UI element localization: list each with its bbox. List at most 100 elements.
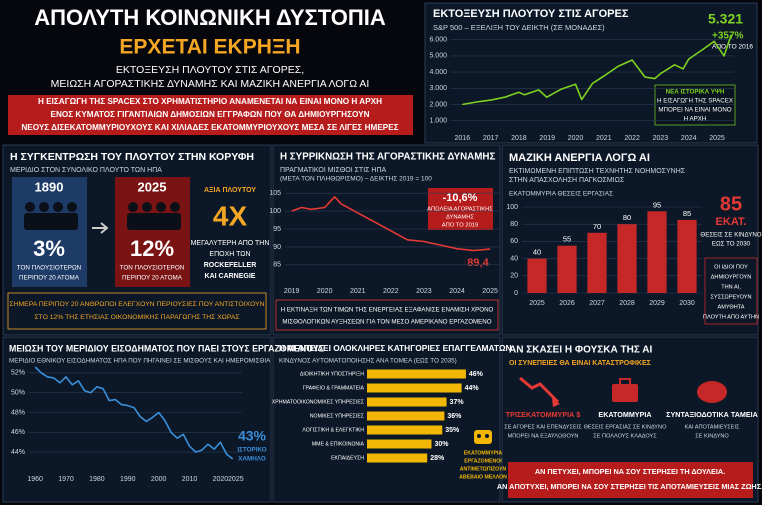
y-tick-label: 85 — [273, 262, 281, 269]
label: ΑΠΩΛΕΙΑ ΑΓΟΡΑΣΤΙΚΗΣ — [427, 207, 493, 213]
label: ΣΗΜΕΡΑ ΠΕΡΙΠΟΥ 20 ΑΝΘΡΩΠΟΙ ΕΛΕΓΧΟΥΝ ΠΕΡΙ… — [9, 301, 264, 308]
label: ΑΝ ΑΠΟΤΥΧΕΙ, ΜΠΟΡΕΙ ΝΑ ΣΟΥ ΣΤΕΡΗΣΕΙ ΤΙΣ … — [497, 482, 762, 491]
label: ΣΕ ΑΓΟΡΕΣ ΚΑΙ ΕΠΕΝΔΥΣΕΙΣ — [504, 424, 582, 430]
x-tick-label: 2020 — [317, 288, 333, 295]
value-label: 55 — [563, 235, 571, 244]
label: ΜΕΡΙΔΙΟ ΕΘΝΙΚΟΥ ΕΙΣΟΔΗΜΑΤΟΣ ΗΠΑ ΠΟΥ ΠΗΓΑ… — [9, 358, 271, 365]
label: ΣΕ ΚΙΝΔΥΝΟ — [695, 433, 729, 439]
label: ΑΝ ΠΕΤΥΧΕΙ, ΜΠΟΡΕΙ ΝΑ ΣΟΥ ΣΤΕΡΗΣΕΙ ΤΗ ΔΟ… — [535, 467, 725, 476]
label: ΚΑΙ ΑΠΟΤΑΜΙΕΥΣΕΙΣ — [685, 424, 741, 430]
label: ΕΚΤΙΜΩΜΕΝΗ ΕΠΙΠΤΩΣΗ ΤΕΧΝΗΤΗΣ ΝΟΗΜΟΣΥΝΗΣ — [509, 168, 686, 175]
label: ΑΒΕΒΑΙΟ ΜΕΛΛΟΝ — [459, 474, 507, 480]
label: ΣΥΝΤΑΞΙΟΔΟΤΙΚΑ ΤΑΜΕΙΑ — [666, 410, 758, 419]
label: ΜΕΓΑΛΥΤΕΡΗ ΑΠΟ ΤΗΝ — [191, 240, 270, 247]
y-tick-label: 50% — [11, 390, 25, 397]
bar — [587, 232, 607, 293]
label: ΤΟΝ ΠΛΟΥΣΙΟΤΕΡΩΝ — [17, 265, 82, 272]
x-tick-label: 2026 — [559, 300, 575, 307]
label: ΣΤΟ 12% ΤΗΣ ΕΤΗΣΙΑΣ ΟΙΚΟΝΟΜΙΚΗΣ ΠΑΡΑΓΩΓΗ… — [34, 314, 239, 321]
label: ΣΕ ΠΟΛΛΟΥΣ ΚΛΑΔΟΥΣ — [593, 433, 657, 439]
label: ΣΤΗΝ ΑΠΑΣΧΟΛΗΣΗ ΠΑΓΚΟΣΜΙΩΣ — [509, 177, 625, 184]
label: Η ΣΥΓΚΕΝΤΡΩΣΗ ΤΟΥ ΠΛΟΥΤΟΥ ΣΤΗΝ ΚΟΡΥΦΗ — [10, 151, 254, 163]
value-label: 30% — [435, 441, 450, 448]
bar — [367, 369, 466, 379]
x-tick-label: 2010 — [182, 476, 198, 483]
label: 4X — [213, 200, 248, 231]
label: ΤΗΝ ΑΙ, — [721, 284, 741, 290]
y-tick-label: 4.000 — [429, 69, 447, 76]
x-tick-label: 2019 — [539, 135, 555, 142]
x-tick-label: 2018 — [511, 135, 527, 142]
briefcase-icon — [619, 378, 631, 386]
label: ΕΩΣ ΤΟ 2030 — [712, 241, 751, 248]
x-tick-label: 2020 — [213, 476, 229, 483]
label: +357% — [712, 31, 744, 42]
label: Η ΑΙ ΑΠΕΙΛΕΙ ΟΛΟΚΛΗΡΕΣ ΚΑΤΗΓΟΡΙΕΣ ΕΠΑΓΓΕ… — [279, 343, 512, 353]
label: ΑΠΟ ΤΟ 2019 — [442, 223, 479, 229]
x-tick-label: 2022 — [624, 135, 640, 142]
piggy-icon — [697, 381, 727, 403]
category-label: ΛΟΓΙΣΤΙΚΗ & ΕΛΕΓΚΤΙΚΗ — [302, 427, 364, 433]
label: ΝΕΑ ΙΣΤΟΡΙΚΑ ΥΨΗ — [666, 89, 725, 96]
bar — [617, 224, 637, 293]
label: Η ΕΚΤΙΝΑΞΗ ΤΩΝ ΤΙΜΩΝ ΤΗΣ ΕΝΕΡΓΕΙΑΣ ΕΞΑΦΑ… — [281, 307, 494, 314]
x-tick-label: 2022 — [383, 288, 399, 295]
value-label: 37% — [450, 399, 465, 406]
panel — [2, 336, 272, 503]
line — [291, 196, 491, 252]
value-label: 80 — [623, 213, 631, 222]
label: ΘΕΣΕΙΣ ΕΡΓΑΣΙΑΣ ΣΕ ΚΙΝΔΥΝΟ — [584, 424, 668, 430]
label: ΕΚΑΤΟΜΜΥΡΙΑ — [464, 450, 503, 456]
y-tick-label: 40 — [510, 255, 518, 262]
x-tick-label: 2029 — [649, 300, 665, 307]
x-tick-label: 2021 — [596, 135, 612, 142]
value-label: 36% — [447, 413, 462, 420]
loss-box — [428, 188, 493, 230]
value-label: 46% — [469, 371, 484, 378]
label: ΕΡΓΑΖΟΜΕΝΟΙ — [464, 458, 502, 464]
label: ΧΑΜΗΛΟ — [238, 456, 266, 463]
label: ΠΛΟΥΤΗ ΑΠΟ ΑΥΤΗΝ — [703, 314, 759, 320]
label: ROCKEFELLER — [204, 262, 257, 269]
y-tick-label: 105 — [269, 190, 281, 197]
label: 43% — [238, 428, 267, 444]
people-icons — [24, 202, 181, 230]
x-tick-label: 2019 — [284, 288, 300, 295]
label: ΜΙΣΘΟΛΟΓΙΚΩΝ ΑΥΞΗΣΕΩΝ ΓΙΑ ΤΟΝ ΜΕΣΟ ΑΜΕΡΙ… — [282, 319, 491, 326]
footer-box — [275, 299, 499, 331]
x-tick-label: 2025 — [709, 135, 725, 142]
label: ΜΑΖΙΚΗ ΑΝΕΡΓΙΑ ΛΟΓΩ ΑΙ — [509, 152, 650, 164]
x-tick-label: 2028 — [619, 300, 635, 307]
y-tick-label: 48% — [11, 409, 25, 416]
y-tick-label: 60 — [510, 238, 518, 245]
y-tick-label: 1.000 — [429, 118, 447, 125]
x-tick-label: 2027 — [589, 300, 605, 307]
y-tick-label: 52% — [11, 370, 25, 377]
label: ΚΙΝΔΥΝΟΣ ΑΥΤΟΜΑΤΟΠΟΙΗΣΗΣ ΑΝΑ ΤΟΜΕΑ (ΕΩΣ … — [279, 358, 457, 365]
label: ΑΝΤΙΜΕΤΩΠΙΖΟΥΝ — [460, 466, 507, 472]
x-tick-label: 1970 — [58, 476, 74, 483]
label: Η ΑΡΧΗ — [684, 116, 707, 123]
line — [34, 366, 234, 460]
y-tick-label: 6.000 — [429, 37, 447, 44]
value-label: 35% — [445, 427, 460, 434]
value-label: 85 — [683, 209, 691, 218]
x-tick-label: 2023 — [653, 135, 669, 142]
category-label: ΔΙΟΙΚΗΤΙΚΗ ΥΠΟΣΤΗΡΙΞΗ — [300, 371, 364, 377]
label: 12% — [130, 236, 174, 261]
label: ΑΝ ΣΚΑΣΕΙ Η ΦΟΥΣΚΑ ΤΗΣ ΑΙ — [509, 345, 652, 356]
y-tick-label: 100 — [269, 208, 281, 215]
robot-icon — [474, 430, 492, 444]
bar — [367, 397, 447, 407]
crash-icon — [552, 398, 560, 407]
label: ΕΚΤΟΞΕΥΣΗ ΠΛΟΥΤΟΥ ΣΤΙΣ ΑΓΟΡΕΣ, — [116, 64, 304, 76]
bar — [367, 439, 432, 449]
value-label: 28% — [430, 455, 445, 462]
label: ΟΙ ΙΔΙΟΙ ΠΟΥ — [714, 264, 748, 270]
x-tick-label: 2020 — [568, 135, 584, 142]
bar — [677, 219, 697, 293]
x-tick-label: 2021 — [350, 288, 366, 295]
y-tick-label: 2.000 — [429, 101, 447, 108]
label: ΠΡΑΓΜΑΤΙΚΟΙ ΜΙΣΘΟΙ ΣΤΙΣ ΗΠΑ — [280, 167, 387, 174]
